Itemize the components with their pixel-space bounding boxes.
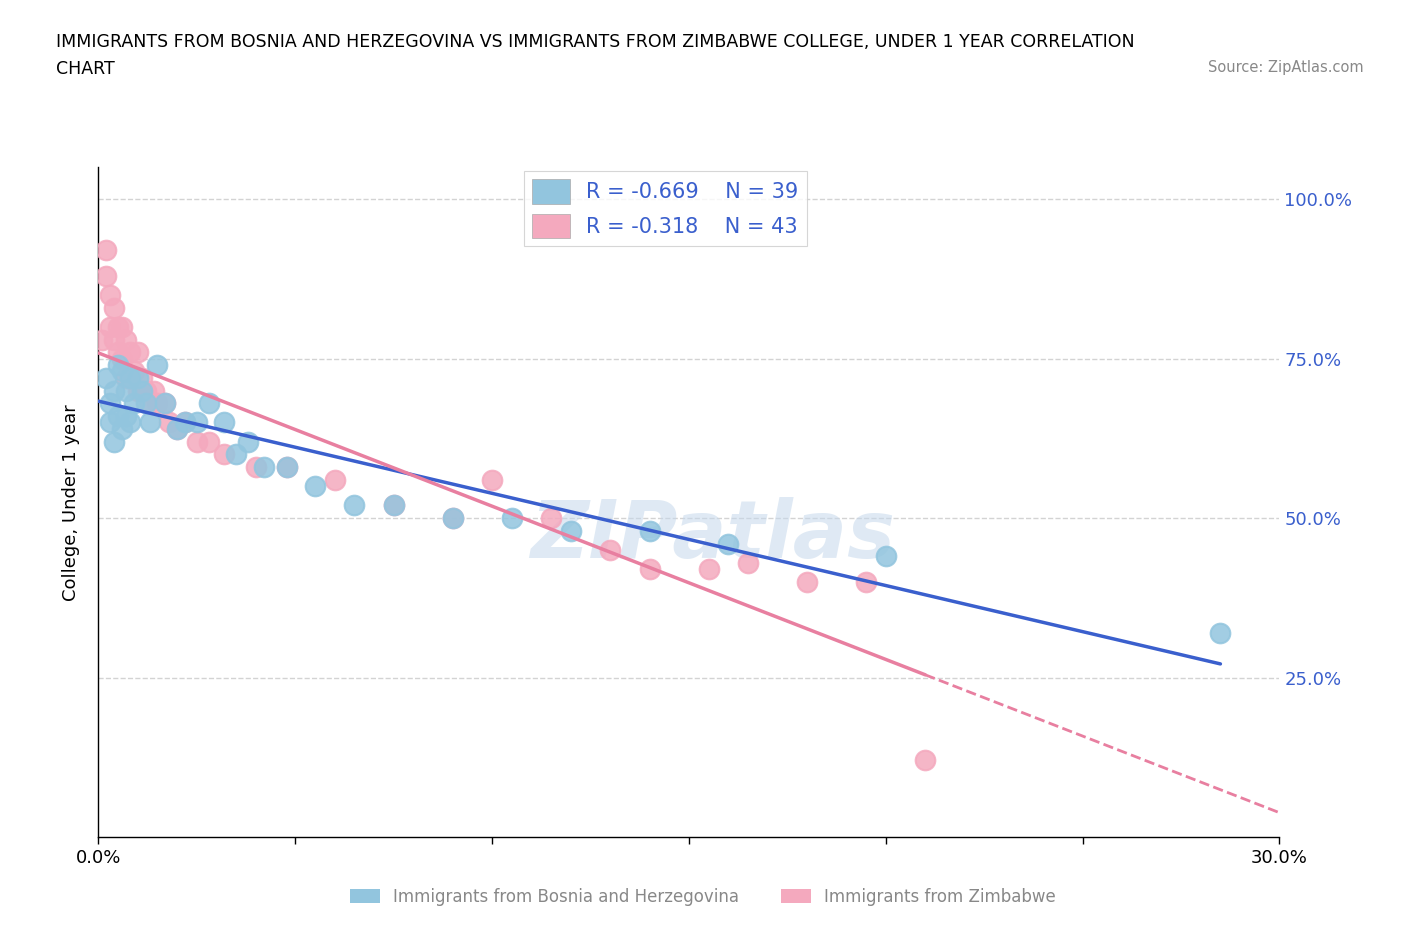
Point <box>717 537 740 551</box>
Point <box>875 549 897 564</box>
Point <box>146 396 169 411</box>
Point <box>118 345 141 360</box>
Point <box>638 524 661 538</box>
Point <box>155 396 177 411</box>
Point <box>138 415 160 430</box>
Point <box>107 319 129 334</box>
Point <box>98 396 121 411</box>
Point <box>155 396 177 411</box>
Point <box>914 753 936 768</box>
Point <box>599 542 621 557</box>
Point <box>98 319 121 334</box>
Point <box>111 364 134 379</box>
Point <box>146 358 169 373</box>
Point <box>166 421 188 436</box>
Point <box>174 415 197 430</box>
Point <box>382 498 405 512</box>
Point <box>107 345 129 360</box>
Point <box>135 383 157 398</box>
Point <box>560 524 582 538</box>
Point <box>131 383 153 398</box>
Point <box>107 358 129 373</box>
Point <box>115 408 138 423</box>
Point <box>115 383 138 398</box>
Point <box>214 415 236 430</box>
Point <box>127 345 149 360</box>
Text: CHART: CHART <box>56 60 115 78</box>
Point <box>253 459 276 474</box>
Point <box>166 421 188 436</box>
Point <box>122 364 145 379</box>
Point <box>91 332 114 347</box>
Point <box>138 396 160 411</box>
Point <box>343 498 366 512</box>
Point <box>225 447 247 462</box>
Point <box>197 396 219 411</box>
Legend: Immigrants from Bosnia and Herzegovina, Immigrants from Zimbabwe: Immigrants from Bosnia and Herzegovina, … <box>343 881 1063 912</box>
Point <box>111 352 134 366</box>
Point <box>481 472 503 487</box>
Point <box>855 575 877 590</box>
Point <box>245 459 267 474</box>
Point <box>135 396 157 411</box>
Point <box>382 498 405 512</box>
Point <box>304 479 326 494</box>
Point <box>115 370 138 385</box>
Point <box>127 370 149 385</box>
Point <box>186 415 208 430</box>
Point <box>111 319 134 334</box>
Point <box>111 421 134 436</box>
Point <box>115 332 138 347</box>
Point <box>98 415 121 430</box>
Point <box>638 562 661 577</box>
Text: Source: ZipAtlas.com: Source: ZipAtlas.com <box>1208 60 1364 75</box>
Legend: R = -0.669    N = 39, R = -0.318    N = 43: R = -0.669 N = 39, R = -0.318 N = 43 <box>524 171 807 246</box>
Point <box>96 269 118 284</box>
Point <box>214 447 236 462</box>
Point <box>127 383 149 398</box>
Point <box>276 459 298 474</box>
Point <box>122 396 145 411</box>
Y-axis label: College, Under 1 year: College, Under 1 year <box>62 404 80 601</box>
Point <box>737 555 759 570</box>
Point <box>157 415 180 430</box>
Point <box>796 575 818 590</box>
Point <box>697 562 720 577</box>
Point <box>186 434 208 449</box>
Point <box>236 434 259 449</box>
Text: IMMIGRANTS FROM BOSNIA AND HERZEGOVINA VS IMMIGRANTS FROM ZIMBABWE COLLEGE, UNDE: IMMIGRANTS FROM BOSNIA AND HERZEGOVINA V… <box>56 33 1135 50</box>
Point <box>540 511 562 525</box>
Point <box>323 472 346 487</box>
Point <box>103 300 125 315</box>
Point <box>96 243 118 258</box>
Point <box>131 370 153 385</box>
Point <box>1209 626 1232 641</box>
Point <box>174 415 197 430</box>
Point <box>197 434 219 449</box>
Point <box>142 383 165 398</box>
Point <box>118 415 141 430</box>
Point <box>501 511 523 525</box>
Point <box>441 511 464 525</box>
Point <box>276 459 298 474</box>
Point <box>103 332 125 347</box>
Point <box>107 408 129 423</box>
Point <box>103 434 125 449</box>
Point <box>103 383 125 398</box>
Point <box>441 511 464 525</box>
Point <box>98 287 121 302</box>
Point <box>118 370 141 385</box>
Point <box>96 370 118 385</box>
Text: ZIPatlas: ZIPatlas <box>530 497 896 575</box>
